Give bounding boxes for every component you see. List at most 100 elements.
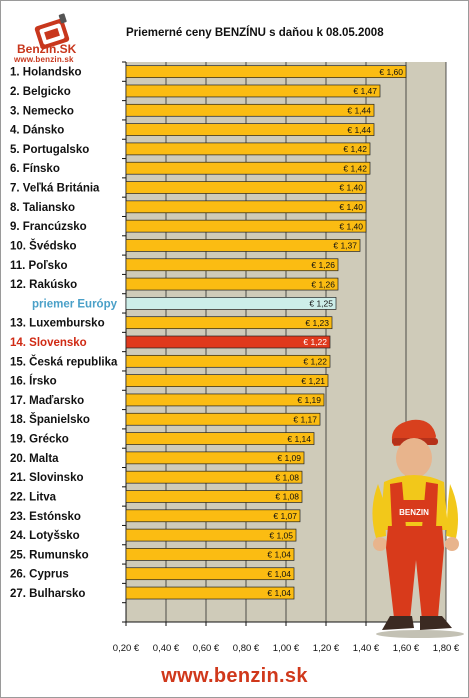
data-label: € 1,05 xyxy=(269,530,293,540)
bar xyxy=(125,65,407,78)
data-label: € 1,26 xyxy=(311,279,335,289)
category-label: 25. Rumunsko xyxy=(10,549,89,561)
data-label: € 1,40 xyxy=(339,221,363,231)
bar xyxy=(125,200,367,214)
bar xyxy=(125,335,331,349)
bar xyxy=(125,297,337,310)
bar xyxy=(125,393,325,407)
data-label: € 1,44 xyxy=(347,105,371,115)
category-label: 2. Belgicko xyxy=(10,86,71,98)
bar xyxy=(125,509,301,523)
category-label: 15. Česká republika xyxy=(10,355,118,368)
category-label: 23. Estónsko xyxy=(10,511,81,523)
data-label: € 1,47 xyxy=(353,86,377,96)
category-label: 10. Švédsko xyxy=(10,239,76,252)
data-label: € 1,14 xyxy=(287,434,311,444)
category-label: 17. Maďarsko xyxy=(10,395,84,407)
x-tick-label: 0,60 € xyxy=(193,643,220,654)
bar xyxy=(125,161,371,175)
bar xyxy=(125,84,381,98)
x-tick-label: 0,20 € xyxy=(113,643,140,654)
bar xyxy=(125,470,303,484)
x-tick-label: 0,80 € xyxy=(233,643,260,654)
x-tick-label: 1,00 € xyxy=(273,643,300,654)
category-label: 3. Nemecko xyxy=(10,105,74,117)
data-label: € 1,25 xyxy=(309,299,333,309)
data-label: € 1,23 xyxy=(305,318,329,328)
data-label: € 1,40 xyxy=(339,183,363,193)
x-tick-label: 1,20 € xyxy=(313,643,340,654)
bar xyxy=(125,490,303,503)
data-label: € 1,22 xyxy=(303,357,327,367)
logo-brand-text: Benzin.SK xyxy=(17,42,77,56)
bar xyxy=(125,412,321,426)
bar xyxy=(125,258,339,272)
chart-title: Priemerné ceny BENZÍNU s daňou k 08.05.2… xyxy=(126,27,384,39)
bar xyxy=(125,277,339,291)
category-label: 27. Bulharsko xyxy=(10,588,85,600)
bar xyxy=(125,451,305,465)
data-label: € 1,44 xyxy=(347,125,371,135)
data-label: € 1,04 xyxy=(267,569,291,579)
category-label: 19. Grécko xyxy=(10,434,69,446)
bar xyxy=(125,316,333,330)
x-tick-label: 1,80 € xyxy=(433,643,460,654)
bar xyxy=(125,548,295,561)
category-label: 6. Fínsko xyxy=(10,163,60,175)
data-label: € 1,40 xyxy=(339,202,363,212)
data-label: € 1,42 xyxy=(343,144,367,154)
category-label: 24. Lotyšsko xyxy=(10,530,80,542)
category-label: 5. Portugalsko xyxy=(10,144,89,156)
category-label: 22. Litva xyxy=(10,491,57,503)
footer-website: www.benzin.sk xyxy=(161,665,308,687)
bar xyxy=(125,567,295,581)
category-label: 18. Španielsko xyxy=(10,413,90,426)
data-label: € 1,17 xyxy=(293,414,317,424)
data-label: € 1,21 xyxy=(301,376,325,386)
bar xyxy=(125,181,367,194)
category-label: 7. Veľká Británia xyxy=(10,183,100,195)
bar xyxy=(125,354,331,368)
bar xyxy=(125,142,371,156)
x-tick-label: 1,40 € xyxy=(353,643,380,654)
bar xyxy=(125,103,375,117)
data-label: € 1,08 xyxy=(275,492,299,502)
x-tick-label: 0,40 € xyxy=(153,643,180,654)
data-label: € 1,60 xyxy=(379,67,403,77)
category-label: priemer Európy xyxy=(32,298,118,310)
bar xyxy=(125,528,297,542)
category-label: 14. Slovensko xyxy=(10,337,87,349)
data-label: € 1,04 xyxy=(267,550,291,560)
category-label: 1. Holandsko xyxy=(10,67,82,79)
bar xyxy=(125,586,295,600)
svg-text:BENZIN: BENZIN xyxy=(399,508,429,517)
x-tick-label: 1,60 € xyxy=(393,643,420,654)
category-label: 4. Dánsko xyxy=(10,125,64,137)
gas-station-attendant-illustration: BENZIN xyxy=(372,419,464,638)
data-label: € 1,19 xyxy=(297,395,321,405)
bar xyxy=(125,239,361,252)
data-label: € 1,37 xyxy=(333,241,357,251)
logo-site-text: www.benzin.sk xyxy=(14,55,74,64)
data-label: € 1,26 xyxy=(311,260,335,270)
benzin-sk-logo xyxy=(34,13,70,50)
bar xyxy=(125,374,329,387)
category-label: 21. Slovinsko xyxy=(10,472,84,484)
category-label: 11. Poľsko xyxy=(10,260,68,272)
bar xyxy=(125,432,315,445)
category-label: 20. Malta xyxy=(10,453,59,465)
data-label: € 1,08 xyxy=(275,472,299,482)
bar xyxy=(125,123,375,136)
category-label: 9. Francúzsko xyxy=(10,221,87,233)
data-label: € 1,42 xyxy=(343,163,367,173)
category-label: 26. Cyprus xyxy=(10,569,69,581)
category-label: 8. Taliansko xyxy=(10,202,75,214)
category-label: 13. Luxembursko xyxy=(10,318,105,330)
data-label: € 1,07 xyxy=(273,511,297,521)
category-label: 16. Írsko xyxy=(10,375,57,388)
data-label: € 1,04 xyxy=(267,588,291,598)
category-label: 12. Rakúsko xyxy=(10,279,77,291)
data-label: € 1,09 xyxy=(277,453,301,463)
data-label: € 1,22 xyxy=(303,337,327,347)
